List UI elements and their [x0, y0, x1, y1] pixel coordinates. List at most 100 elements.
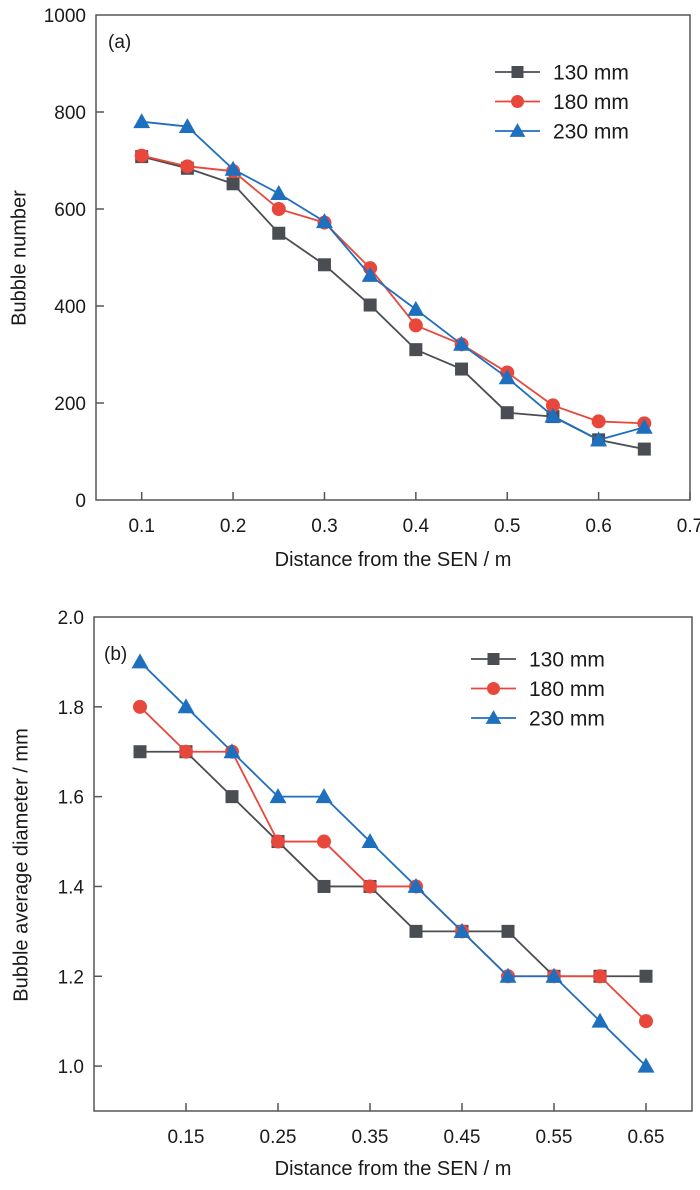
- chart-a-x-tick-label: 0.7: [677, 516, 700, 537]
- chart-a-legend-item-180-mm: 180 mm: [495, 91, 629, 114]
- chart-a-series: [133, 113, 653, 456]
- chart-a-series-130-mm: [135, 150, 651, 456]
- chart-b-legend-label: 180 mm: [529, 678, 605, 701]
- chart-b-point-180-mm: [593, 969, 607, 984]
- chart-b-x-axis-title: Distance from the SEN / m: [275, 1158, 512, 1180]
- chart-a-point-230-mm: [178, 118, 196, 134]
- chart-b-point-230-mm: [591, 1012, 609, 1028]
- chart-a-y-tick-label: 0: [75, 491, 86, 512]
- chart-a-point-230-mm: [498, 369, 516, 385]
- chart-a-series-230-mm: [133, 113, 653, 447]
- chart-a-point-230-mm: [133, 113, 151, 129]
- chart-a-legend-label: 130 mm: [553, 62, 629, 85]
- chart-a-legend-label: 180 mm: [553, 91, 629, 114]
- chart-b-point-130-mm: [639, 969, 653, 983]
- chart-b-point-230-mm: [177, 698, 195, 714]
- chart-a-point-230-mm: [224, 160, 242, 176]
- chart-b-legend-label: 230 mm: [529, 708, 605, 731]
- chart-a-point-130-mm: [363, 298, 377, 312]
- chart-b-legend-item-130-mm: 130 mm: [471, 649, 605, 672]
- chart-b-average-diameter: 0.15 0.25 0.35 0.45 0.55 0.65 1.0 1.2 1.4 1.6 1.8 2…: [10, 608, 693, 1180]
- chart-b-point-130-mm: [133, 745, 147, 759]
- chart-a-point-230-mm: [544, 407, 562, 423]
- chart-b-legend-marker-triangle: [485, 710, 502, 724]
- chart-b-point-230-mm: [499, 967, 517, 983]
- chart-b-legend-marker-circle: [487, 682, 500, 695]
- chart-a-point-130-mm: [226, 177, 240, 191]
- chart-b-y-tick-label: 1.4: [58, 877, 85, 898]
- chart-b-point-180-mm: [179, 744, 193, 759]
- chart-a-y-tick-label: 400: [54, 297, 86, 318]
- chart-a-legend: 130 mm 180 mm 230 mm: [495, 62, 629, 144]
- chart-a-line-180-mm: [141, 154, 645, 425]
- chart-a-point-130-mm: [455, 362, 469, 376]
- chart-a-point-230-mm: [270, 185, 288, 200]
- chart-a-point-180-mm: [591, 414, 606, 429]
- chart-a-point-180-mm: [545, 398, 560, 413]
- chart-a-panel-label: (a): [108, 32, 131, 53]
- chart-b-legend-label: 130 mm: [529, 649, 605, 672]
- chart-b-point-180-mm: [133, 699, 147, 714]
- chart-a-ticks: 0.1 0.2 0.3 0.4 0.5 0.6 0.7 0 200 400 600 800 1000: [44, 6, 700, 537]
- chart-a-y-tick-label: 1000: [44, 6, 86, 27]
- chart-a-point-180-mm: [408, 318, 423, 333]
- chart-a-point-230-mm: [635, 418, 653, 434]
- chart-b-x-tick-label: 0.15: [168, 1127, 205, 1148]
- chart-a-legend-marker-square: [511, 66, 524, 78]
- chart-b-x-tick-label: 0.35: [352, 1127, 389, 1148]
- chart-a-plot-frame: [95, 14, 691, 501]
- chart-b-point-180-mm: [639, 1014, 653, 1029]
- chart-a-legend-item-230-mm: 230 mm: [495, 121, 629, 144]
- chart-b-point-230-mm: [361, 833, 379, 849]
- chart-a-point-180-mm: [271, 202, 286, 216]
- chart-b-point-230-mm: [223, 743, 241, 759]
- chart-b-x-tick-label: 0.65: [628, 1127, 665, 1148]
- chart-a-point-130-mm: [500, 406, 514, 420]
- chart-a-y-tick-label: 200: [54, 394, 86, 415]
- chart-b-legend: 130 mm 180 mm 230 mm: [471, 649, 605, 731]
- chart-a-point-130-mm: [409, 343, 423, 357]
- chart-b-point-230-mm: [407, 877, 425, 893]
- chart-a-x-tick-label: 0.4: [403, 516, 430, 537]
- chart-b-point-230-mm: [637, 1057, 655, 1073]
- chart-b-point-230-mm: [545, 967, 563, 983]
- chart-a-x-tick-label: 0.5: [494, 516, 520, 537]
- chart-a-x-axis-title: Distance from the SEN / m: [275, 549, 512, 571]
- chart-a-x-tick-label: 0.6: [585, 516, 611, 537]
- chart-a-point-130-mm: [317, 258, 331, 272]
- chart-a-legend-marker-circle: [511, 95, 524, 108]
- chart-b-point-230-mm: [269, 788, 287, 804]
- chart-a-legend-marker-triangle: [509, 123, 526, 137]
- chart-a-line-230-mm: [141, 120, 645, 441]
- chart-b-y-tick-label: 1.2: [58, 967, 84, 988]
- chart-a-point-230-mm: [590, 431, 608, 447]
- chart-a-x-tick-label: 0.2: [220, 516, 246, 537]
- chart-b-x-tick-label: 0.55: [536, 1127, 573, 1148]
- chart-b-panel-label: (b): [104, 644, 127, 665]
- chart-a-point-180-mm: [180, 159, 195, 174]
- chart-a-line-130-mm: [141, 155, 645, 450]
- chart-b-legend-item-230-mm: 230 mm: [471, 708, 605, 731]
- chart-a-point-130-mm: [637, 442, 651, 456]
- chart-b-point-230-mm: [453, 922, 471, 938]
- chart-b-series: [131, 653, 655, 1073]
- chart-a-x-tick-label: 0.1: [128, 516, 154, 537]
- chart-b-point-180-mm: [271, 834, 285, 849]
- chart-b-legend-item-180-mm: 180 mm: [471, 678, 605, 701]
- chart-b-point-130-mm: [317, 879, 331, 893]
- chart-a-point-230-mm: [407, 300, 425, 316]
- chart-a-point-230-mm: [453, 335, 471, 351]
- chart-b-point-130-mm: [225, 790, 239, 804]
- chart-a-y-tick-label: 800: [54, 103, 86, 124]
- chart-a-series-180-mm: [134, 148, 652, 431]
- chart-b-x-tick-label: 0.45: [444, 1127, 481, 1148]
- chart-a-legend-label: 230 mm: [553, 121, 629, 144]
- chart-b-point-230-mm: [131, 653, 149, 669]
- chart-b-y-tick-label: 2.0: [58, 608, 84, 629]
- chart-b-line-230-mm: [139, 661, 647, 1067]
- chart-b-y-tick-label: 1.8: [58, 698, 84, 719]
- chart-b-series-230-mm: [131, 653, 655, 1073]
- chart-b-legend-marker-square: [487, 653, 500, 665]
- chart-a-point-230-mm: [361, 266, 379, 282]
